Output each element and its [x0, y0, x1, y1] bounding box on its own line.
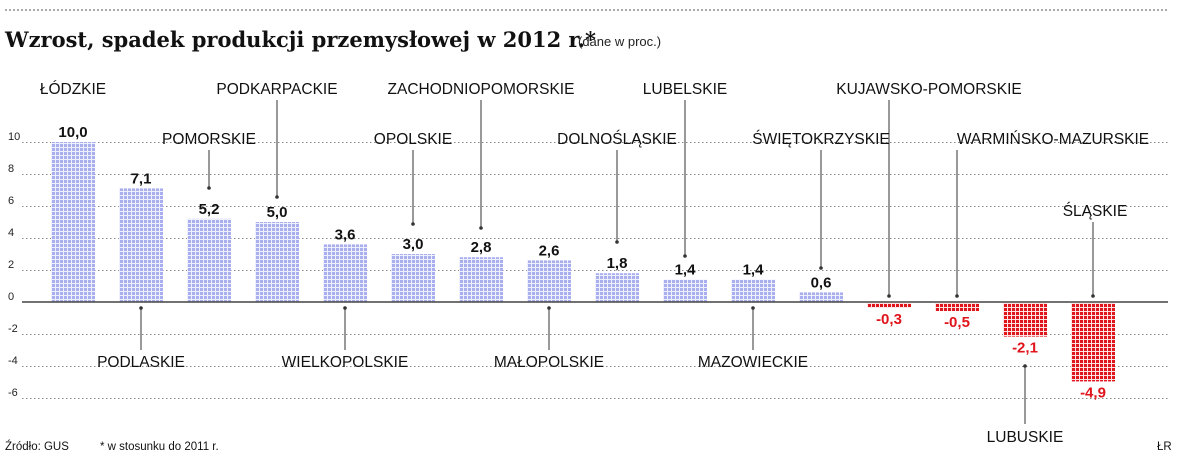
- bar-0: [51, 142, 95, 302]
- leader-dot: [887, 294, 891, 298]
- author-credit: ŁR: [1157, 441, 1172, 453]
- bars: [51, 142, 1115, 382]
- category-label: PODKARPACKIE: [216, 81, 337, 98]
- chart-title: Wzrost, spadek produkcji przemysłowej w …: [4, 27, 596, 52]
- category-label: ŚWIĘTOKRZYSKIE: [752, 130, 890, 148]
- value-label: 1,8: [607, 255, 628, 272]
- bar-12: [867, 303, 911, 308]
- category-label: OPOLSKIE: [374, 131, 452, 148]
- bar-14: [1003, 303, 1047, 337]
- bar-9: [663, 279, 707, 302]
- leader-dot: [343, 306, 347, 310]
- value-label: 10,0: [58, 124, 87, 141]
- bar-10: [731, 279, 775, 302]
- y-tick-label: -2: [8, 323, 18, 335]
- gridlines: [22, 142, 1168, 399]
- leader-dot: [615, 240, 619, 244]
- leader-dot: [955, 294, 959, 298]
- value-label: 0,6: [811, 274, 832, 291]
- category-label: KUJAWSKO-POMORSKIE: [836, 81, 1021, 98]
- leader-dot: [1091, 294, 1095, 298]
- leader-dot: [207, 186, 211, 190]
- value-label: 5,2: [199, 201, 220, 218]
- y-tick-label: 10: [8, 131, 20, 143]
- y-tick-label: -6: [8, 387, 18, 399]
- source-note: Źródło: GUS: [5, 440, 69, 453]
- labels: 10,0 7,1 5,2 5,0 3,6 3,0 2,8 2,6 1,8 1,4 1,4 0,6 -0,…: [40, 81, 1149, 446]
- value-label: -4,9: [1080, 384, 1106, 401]
- y-tick-label: 2: [8, 259, 14, 271]
- value-label: -0,5: [944, 314, 970, 331]
- category-label: ŚLĄSKIE: [1063, 202, 1128, 220]
- leader-dot: [1023, 364, 1027, 368]
- value-label: 2,8: [471, 239, 492, 256]
- y-tick-label: 6: [8, 195, 14, 207]
- leader-dot: [547, 306, 551, 310]
- leader-dot: [139, 306, 143, 310]
- category-label: WARMIŃSKO-MAZURSKIE: [957, 131, 1149, 148]
- category-label: PODLASKIE: [97, 354, 185, 371]
- y-tick-label: 8: [8, 163, 14, 175]
- category-label: DOLNOŚLĄSKIE: [557, 130, 677, 148]
- y-tick-label: 0: [8, 291, 14, 303]
- bar-1: [119, 188, 163, 302]
- bar-6: [459, 257, 503, 302]
- bar-15: [1071, 303, 1115, 382]
- value-label: 2,6: [539, 242, 560, 259]
- category-label: MAŁOPOLSKIE: [494, 354, 604, 371]
- leader-dot: [819, 266, 823, 270]
- category-label: LUBELSKIE: [643, 81, 727, 98]
- value-label: 1,4: [743, 262, 765, 279]
- leader-dot: [275, 195, 279, 199]
- category-label: WIELKOPOLSKIE: [282, 354, 409, 371]
- value-label: 7,1: [131, 170, 152, 187]
- value-label: 5,0: [267, 204, 288, 221]
- leader-lines: [139, 100, 1095, 424]
- value-label: 3,6: [335, 226, 356, 243]
- value-label: -0,3: [876, 311, 902, 328]
- bar-7: [527, 260, 571, 302]
- bar-4: [323, 244, 367, 302]
- leader-dot: [751, 306, 755, 310]
- y-tick-label: 4: [8, 227, 14, 239]
- category-label: ŁÓDZKIE: [40, 81, 106, 98]
- leader-dot: [411, 222, 415, 226]
- category-label: MAZOWIECKIE: [698, 354, 808, 371]
- footnote: * w stosunku do 2011 r.: [100, 441, 219, 453]
- bar-3: [255, 222, 299, 302]
- value-label: -2,1: [1012, 340, 1038, 357]
- category-label: POMORSKIE: [162, 131, 256, 148]
- bar-13: [935, 303, 979, 311]
- category-label: LUBUSKIE: [987, 429, 1064, 446]
- y-axis-ticks: 10 8 6 4 2 0 -2 -4 -6: [8, 131, 20, 399]
- chart-subtitle: (dane w proc.): [578, 34, 661, 49]
- bar-2: [187, 218, 231, 302]
- leader-dot: [479, 226, 483, 230]
- category-label: ZACHODNIOPOMORSKIE: [388, 81, 575, 98]
- bar-5: [391, 254, 435, 302]
- value-label: 1,4: [675, 262, 697, 279]
- y-tick-label: -4: [8, 355, 18, 367]
- bar-8: [595, 273, 639, 302]
- leader-dot: [683, 254, 687, 258]
- value-label: 3,0: [403, 236, 424, 253]
- bar-11: [799, 292, 843, 302]
